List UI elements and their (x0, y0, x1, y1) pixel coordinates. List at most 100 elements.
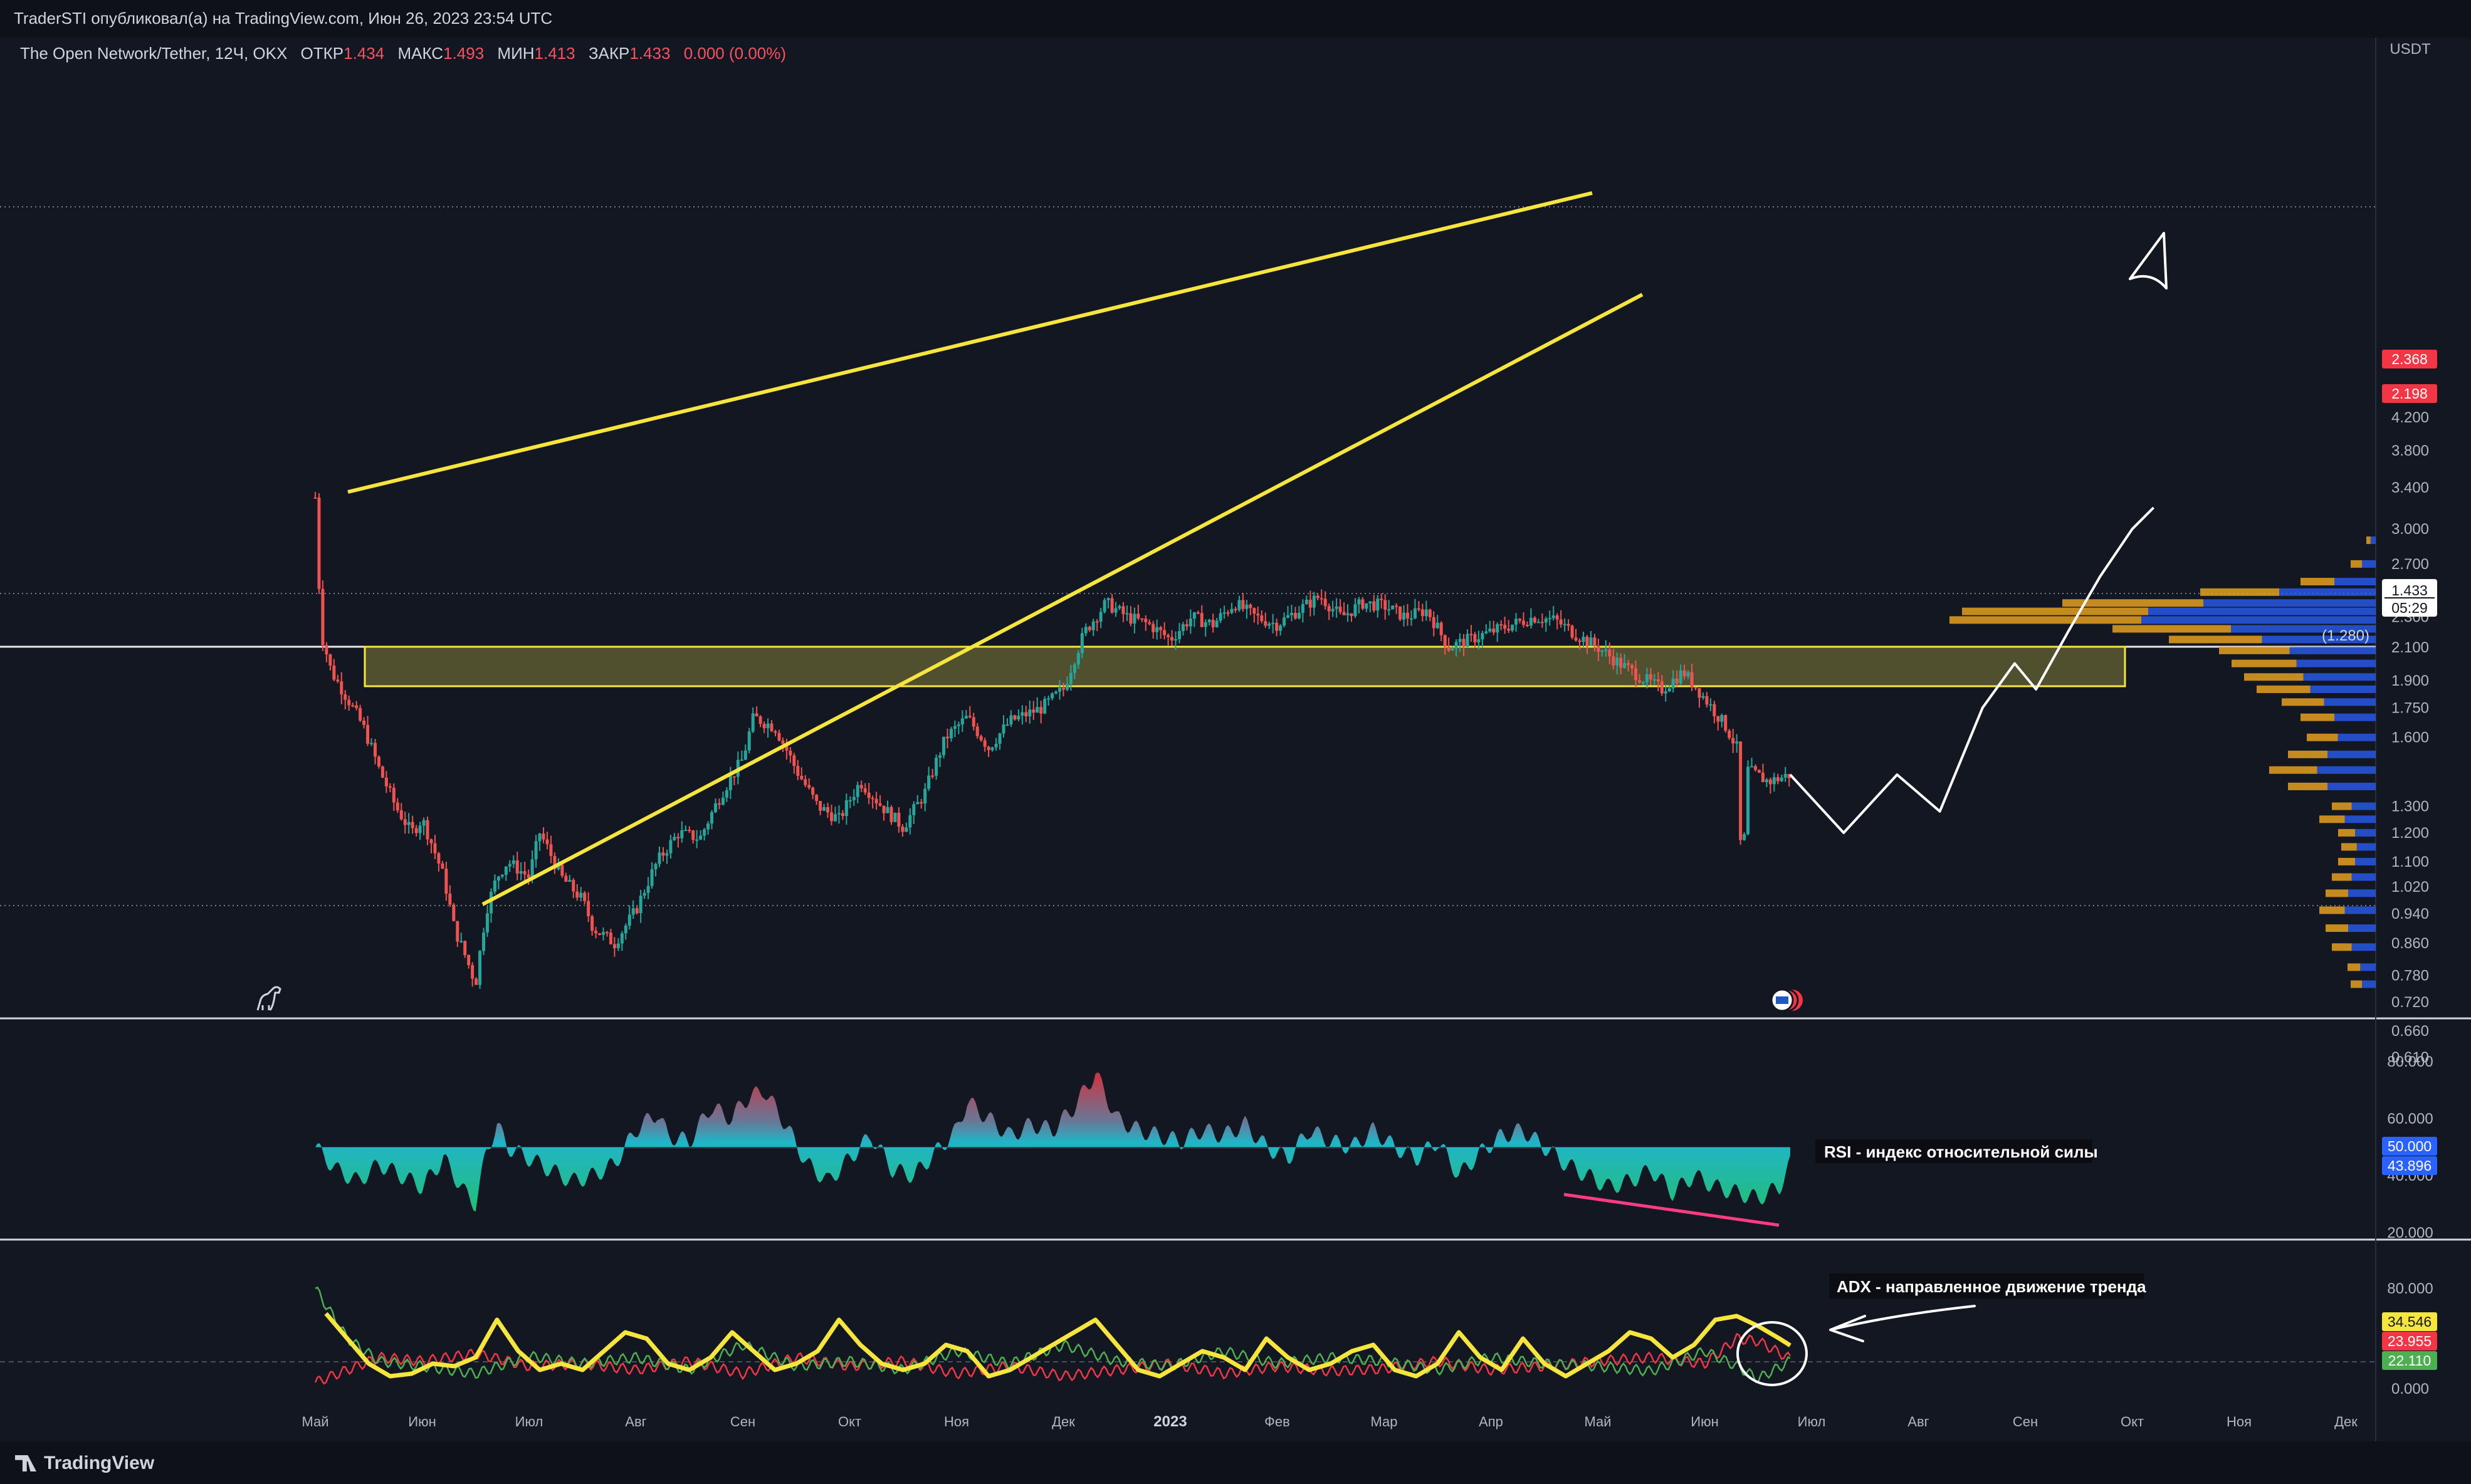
candle-body (1739, 741, 1743, 840)
candle-body (351, 705, 355, 707)
volume-profile-buy (2141, 616, 2376, 624)
volume-profile-row (2307, 733, 2376, 741)
volume-profile-sell (2351, 560, 2362, 568)
high-value: 1.493 (443, 44, 484, 63)
candle-body (1260, 615, 1264, 622)
rsi-area[interactable] (315, 1072, 1790, 1212)
volume-profile-row (2351, 560, 2376, 568)
volume-profile-buy (2344, 906, 2376, 914)
candle-body (654, 864, 658, 870)
candle-body (1417, 608, 1420, 610)
tradingview-logo[interactable]: TradingView (15, 1453, 154, 1474)
rsi-divergence-line[interactable] (1563, 1193, 1780, 1227)
candle-body (792, 755, 796, 766)
volume-profile-buy (2337, 733, 2376, 741)
time-tick-label: Дек (2334, 1414, 2358, 1429)
candle-body (1264, 621, 1267, 626)
candle-body (1686, 672, 1690, 677)
candle-body (762, 724, 766, 728)
wedge-lower-trendline[interactable] (481, 293, 1644, 906)
chart-area[interactable]: The Open Network/Tether, 12Ч, OKX ОТКР1.… (0, 38, 2471, 1441)
tv-logo-icon (15, 1455, 36, 1471)
candle-body (317, 497, 321, 589)
forecast-path[interactable] (1789, 506, 2155, 834)
candle-body (1020, 712, 1024, 716)
candle-body (1051, 693, 1054, 699)
candle-body (456, 921, 459, 942)
candle-body (1293, 612, 1297, 619)
price-candles[interactable] (313, 491, 1791, 990)
candle-body (740, 759, 743, 761)
adx-note-text: ADX - направленное движение тренда (1837, 1277, 2146, 1296)
time-tick-label: Июн (1691, 1414, 1718, 1429)
time-tick-label: Окт (2121, 1414, 2144, 1429)
volume-profile-buy (2351, 943, 2376, 951)
candle-body (1133, 614, 1136, 624)
volume-profile-row (2351, 980, 2376, 988)
candle-body (347, 699, 351, 706)
volume-profile-buy (2362, 560, 2376, 568)
publish-info: TraderSTI опубликовал(а) на TradingView.… (14, 9, 553, 28)
us-flag-event-icon[interactable] (1770, 988, 1803, 1012)
candle-body (658, 852, 661, 864)
candle-body (411, 822, 414, 828)
price-axis[interactable]: 4.2003.8003.4003.0002.7002.5002.3002.100… (2391, 409, 2429, 1066)
candle-body (1447, 646, 1451, 651)
arrow-head[interactable] (2129, 232, 2168, 290)
candle-body (916, 802, 920, 805)
candle-body (938, 755, 942, 758)
candle-body (1308, 600, 1312, 608)
candle-body (377, 756, 380, 767)
candle-body (1357, 599, 1361, 605)
time-tick-label: Июл (515, 1414, 543, 1429)
candle-body (418, 825, 422, 833)
candle-body (1013, 715, 1017, 719)
adx-highlight-circle[interactable] (1736, 1321, 1808, 1386)
candle-body (1342, 612, 1346, 615)
candle-body (579, 892, 583, 898)
candle-body (1563, 624, 1566, 625)
candle-body (1548, 618, 1551, 620)
candle-body (1597, 645, 1600, 652)
candle-body (1192, 612, 1196, 619)
candle-body (403, 819, 407, 825)
candle-body (1593, 637, 1597, 646)
candle-body (680, 830, 684, 839)
candle-body (1660, 681, 1664, 694)
candle-body (627, 914, 631, 926)
candle-body (1582, 636, 1585, 642)
candle-body (620, 933, 624, 944)
candle-body (508, 864, 512, 867)
symbol-name: The Open Network/Tether, 12Ч, OKX (20, 44, 287, 63)
candle-body (467, 954, 471, 965)
volume-profile-buy (2344, 815, 2376, 823)
adx-pointer-arrow[interactable] (1829, 1305, 1976, 1342)
candle-body (1503, 625, 1507, 629)
candle-body (912, 804, 916, 815)
wedge-upper-trendline[interactable] (347, 191, 1593, 494)
candle-body (706, 823, 710, 830)
candle-body (1331, 609, 1335, 612)
candle-body (1316, 595, 1319, 598)
low-value: 1.413 (535, 44, 575, 63)
dino-icon[interactable] (256, 986, 281, 1011)
volume-profile-sell (2288, 750, 2327, 758)
candle-body (1499, 624, 1503, 626)
volume-profile-buy (2362, 980, 2376, 988)
candle-body (1252, 608, 1256, 614)
candle-body (886, 807, 889, 813)
candle-body (1724, 715, 1728, 731)
candle-body (1492, 629, 1496, 633)
time-tick-label: Май (302, 1414, 328, 1429)
candle-body (486, 913, 490, 933)
candle-body (336, 679, 340, 682)
candle-body (804, 779, 807, 785)
adx-line[interactable] (324, 1312, 1792, 1379)
candle-body (1136, 614, 1140, 619)
candle-body (1473, 634, 1477, 642)
time-axis[interactable]: Май Июн Июл Авг Сен Окт Ноя Дек 2023 Фев Мар Апр Май… (302, 1413, 2358, 1430)
candle-body (1529, 617, 1533, 626)
candle-body (1062, 687, 1065, 690)
candle-body (927, 775, 931, 789)
demand-zone-rectangle[interactable] (364, 645, 2126, 687)
